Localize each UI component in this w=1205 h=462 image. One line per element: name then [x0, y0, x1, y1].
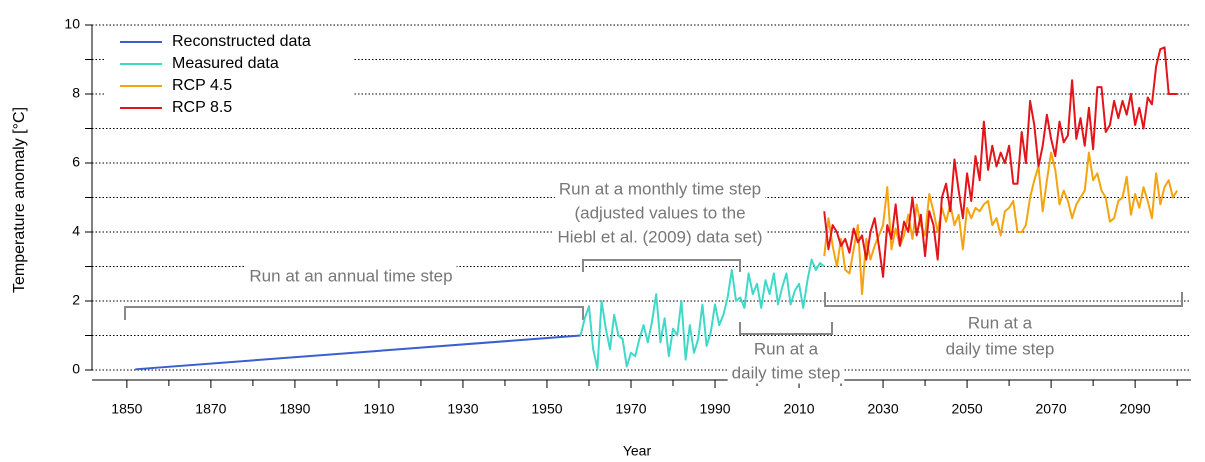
legend-label: RCP 8.5	[172, 99, 232, 116]
annotation-bg	[245, 265, 457, 287]
x-tick-label: 1890	[279, 401, 310, 417]
x-tick-label: 1950	[531, 401, 562, 417]
annotation-bracket	[824, 292, 1183, 307]
y-tick-label: 0	[72, 361, 80, 377]
x-tick-label: 2070	[1036, 401, 1067, 417]
y-tick-label: 4	[72, 223, 80, 239]
annotation: (adjusted values to the	[574, 203, 745, 222]
x-tick-label: 1990	[699, 401, 730, 417]
annotation: Hiebl et al. (2009) data set)	[557, 227, 762, 246]
x-tick-label: 2050	[952, 401, 983, 417]
annotation-bg	[727, 362, 845, 384]
legend-bg	[105, 28, 353, 122]
annotation-bracket	[582, 259, 741, 272]
legend-label: Measured data	[172, 55, 279, 72]
y-tick-label: 2	[72, 292, 80, 308]
annotation-bg	[570, 202, 750, 224]
y-tick-label: 6	[72, 154, 80, 170]
series-line	[579, 258, 825, 370]
x-tick-label: 2010	[783, 401, 814, 417]
annotation-bg	[553, 226, 767, 248]
x-tick-label: 1930	[447, 401, 478, 417]
x-tick-label: 1970	[615, 401, 646, 417]
x-axis-label: Year	[623, 443, 652, 459]
series-line	[823, 46, 1178, 278]
annotation-bg	[963, 312, 1037, 334]
annotation-bg	[941, 338, 1059, 360]
x-tick-label: 2030	[867, 401, 898, 417]
annotation: Run at a	[754, 339, 819, 358]
y-tick-label: 8	[72, 85, 80, 101]
x-tick-label: 2090	[1120, 401, 1151, 417]
y-axis-label: Temperature anomaly [°C]	[11, 107, 28, 293]
annotation: Run at a	[968, 313, 1033, 332]
series-line	[135, 334, 581, 371]
annotation-bg	[554, 178, 766, 200]
x-tick-label: 1910	[363, 401, 394, 417]
legend-label: RCP 4.5	[172, 77, 232, 94]
annotation: daily time step	[732, 363, 841, 382]
y-tick-label: 10	[64, 16, 80, 32]
annotation-bg	[749, 338, 823, 360]
annotation-bracket	[739, 322, 833, 335]
legend-label: Reconstructed data	[172, 33, 311, 50]
annotation: Run at a monthly time step	[559, 179, 761, 198]
x-tick-label: 1870	[195, 401, 226, 417]
annotation-bracket	[124, 306, 584, 320]
series-line	[823, 151, 1178, 296]
annotation: daily time step	[946, 339, 1055, 358]
x-tick-label: 1850	[111, 401, 142, 417]
annotation: Run at an annual time step	[249, 266, 452, 285]
